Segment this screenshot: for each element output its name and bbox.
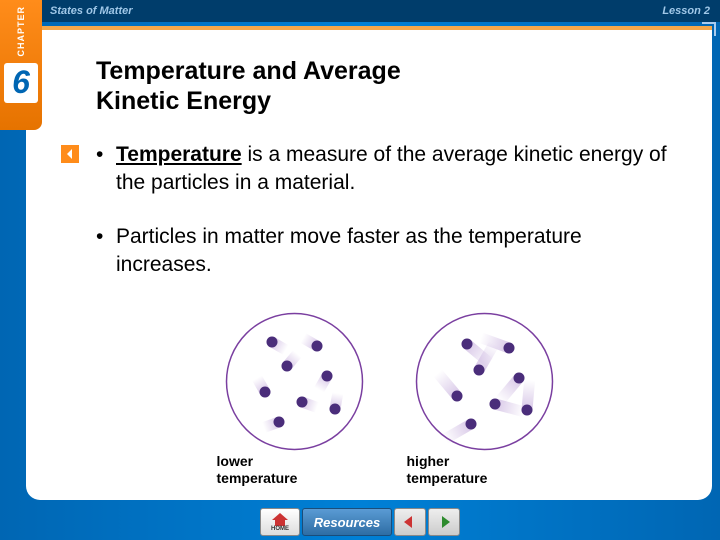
home-icon bbox=[272, 513, 288, 520]
diagram-lower-temp: lower temperature bbox=[217, 304, 372, 487]
bottom-nav: HOME Resources bbox=[260, 508, 460, 536]
diagram-row: lower temperature higher temperature bbox=[96, 304, 682, 487]
chapter-number: 6 bbox=[4, 63, 38, 103]
heading-line-1: Temperature and Average bbox=[96, 57, 401, 85]
heading-line-2: Kinetic Energy bbox=[96, 87, 271, 115]
page-title: Temperature and Average Kinetic Energy bbox=[96, 56, 682, 116]
bullet-list: Temperature is a measure of the average … bbox=[96, 141, 682, 279]
top-band: States of Matter Lesson 2 bbox=[0, 0, 720, 22]
next-button[interactable] bbox=[428, 508, 460, 536]
topic-label: States of Matter bbox=[50, 5, 133, 17]
home-label: HOME bbox=[271, 526, 289, 532]
vocab-term: Temperature bbox=[116, 143, 242, 166]
chapter-tab: CHAPTER 6 bbox=[0, 0, 42, 130]
resources-button[interactable]: Resources bbox=[302, 508, 392, 536]
diagram-higher-temp: higher temperature bbox=[407, 304, 562, 487]
resources-label: Resources bbox=[314, 515, 380, 530]
bullet-item: Particles in matter move faster as the t… bbox=[96, 223, 682, 280]
particles-circle-right bbox=[407, 304, 562, 459]
chapter-label: CHAPTER bbox=[16, 6, 26, 57]
particles-circle-left bbox=[217, 304, 372, 459]
bullet-item: Temperature is a measure of the average … bbox=[96, 141, 682, 198]
prev-button[interactable] bbox=[394, 508, 426, 536]
lesson-label: Lesson 2 bbox=[662, 5, 710, 17]
back-icon[interactable] bbox=[61, 145, 79, 163]
bullet-text: Particles in matter move faster as the t… bbox=[116, 225, 582, 276]
home-button[interactable]: HOME bbox=[260, 508, 300, 536]
content-frame: Temperature and Average Kinetic Energy T… bbox=[26, 26, 712, 500]
